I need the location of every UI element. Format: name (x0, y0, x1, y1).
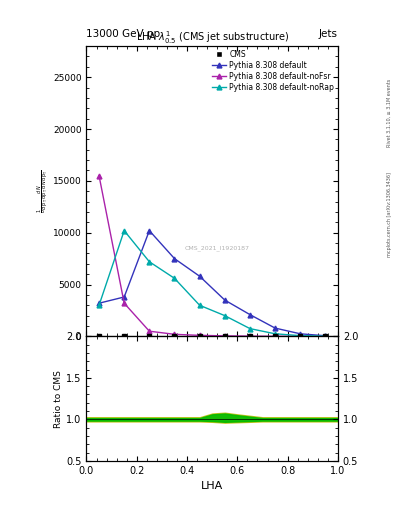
Text: Rivet 3.1.10, ≥ 3.1M events: Rivet 3.1.10, ≥ 3.1M events (387, 78, 391, 147)
Text: 13000 GeV pp: 13000 GeV pp (86, 29, 161, 39)
Y-axis label: $\frac{1}{\sigma}\frac{dN}{d\,\mathrm{p_T}\,\mathrm{d}\,\mathrm{p_T}\,\mathrm{d}: $\frac{1}{\sigma}\frac{dN}{d\,\mathrm{p_… (36, 169, 51, 213)
Text: CMS_2021_I1920187: CMS_2021_I1920187 (185, 245, 250, 251)
Text: mcplots.cern.ch [arXiv:1306.3436]: mcplots.cern.ch [arXiv:1306.3436] (387, 173, 391, 258)
X-axis label: LHA: LHA (201, 481, 223, 491)
Y-axis label: Ratio to CMS: Ratio to CMS (55, 370, 63, 428)
Title: LHA $\lambda^{1}_{0.5}$ (CMS jet substructure): LHA $\lambda^{1}_{0.5}$ (CMS jet substru… (136, 29, 289, 46)
Text: Jets: Jets (319, 29, 338, 39)
Legend: CMS, Pythia 8.308 default, Pythia 8.308 default-noFsr, Pythia 8.308 default-noRa: CMS, Pythia 8.308 default, Pythia 8.308 … (211, 48, 336, 93)
